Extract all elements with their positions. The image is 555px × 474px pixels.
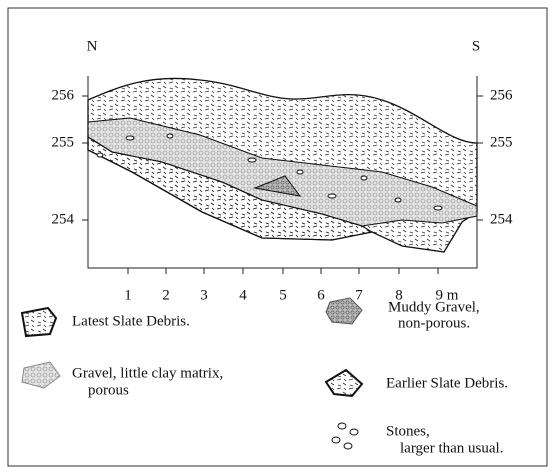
x-tick-label: 3: [200, 287, 208, 303]
legend-label: larger than usual.: [400, 440, 503, 456]
right-tick-label: 255: [490, 134, 513, 150]
x-tick-label: 2: [162, 287, 170, 303]
legend-swatch: [326, 370, 362, 396]
x-tick-label: 4: [239, 287, 247, 303]
right-tick-label: 256: [490, 87, 513, 103]
legend-swatch: [22, 308, 56, 336]
x-tick-label: 5: [279, 287, 287, 303]
diagram: N S 256 255 254 256 255 254 1 2 3 4 5 6 …: [0, 0, 555, 474]
right-tick-label: 254: [490, 211, 513, 227]
x-tick-label: 7: [355, 287, 363, 303]
legend-label: non-porous.: [398, 315, 470, 331]
legend-label: Muddy Gravel,: [388, 299, 480, 315]
left-tick-label: 254: [52, 211, 75, 227]
page: {"axis": {"left_label": "N", "right_labe…: [0, 0, 555, 474]
left-tick-label: 255: [52, 134, 75, 150]
legend-swatch: [332, 423, 358, 449]
north-label: N: [87, 38, 98, 54]
south-label: S: [472, 38, 480, 54]
left-tick-label: 256: [52, 87, 75, 103]
legend-label: Latest Slate Debris.: [72, 313, 190, 329]
legend-swatch: [22, 362, 60, 388]
legend-label: Stones,: [386, 423, 430, 439]
legend-label: Earlier Slate Debris.: [386, 375, 508, 391]
legend-label: porous: [88, 382, 129, 398]
x-tick-label: 6: [317, 287, 325, 303]
x-tick-label: 1: [124, 287, 132, 303]
legend-label: Gravel, little clay matrix,: [72, 365, 223, 381]
